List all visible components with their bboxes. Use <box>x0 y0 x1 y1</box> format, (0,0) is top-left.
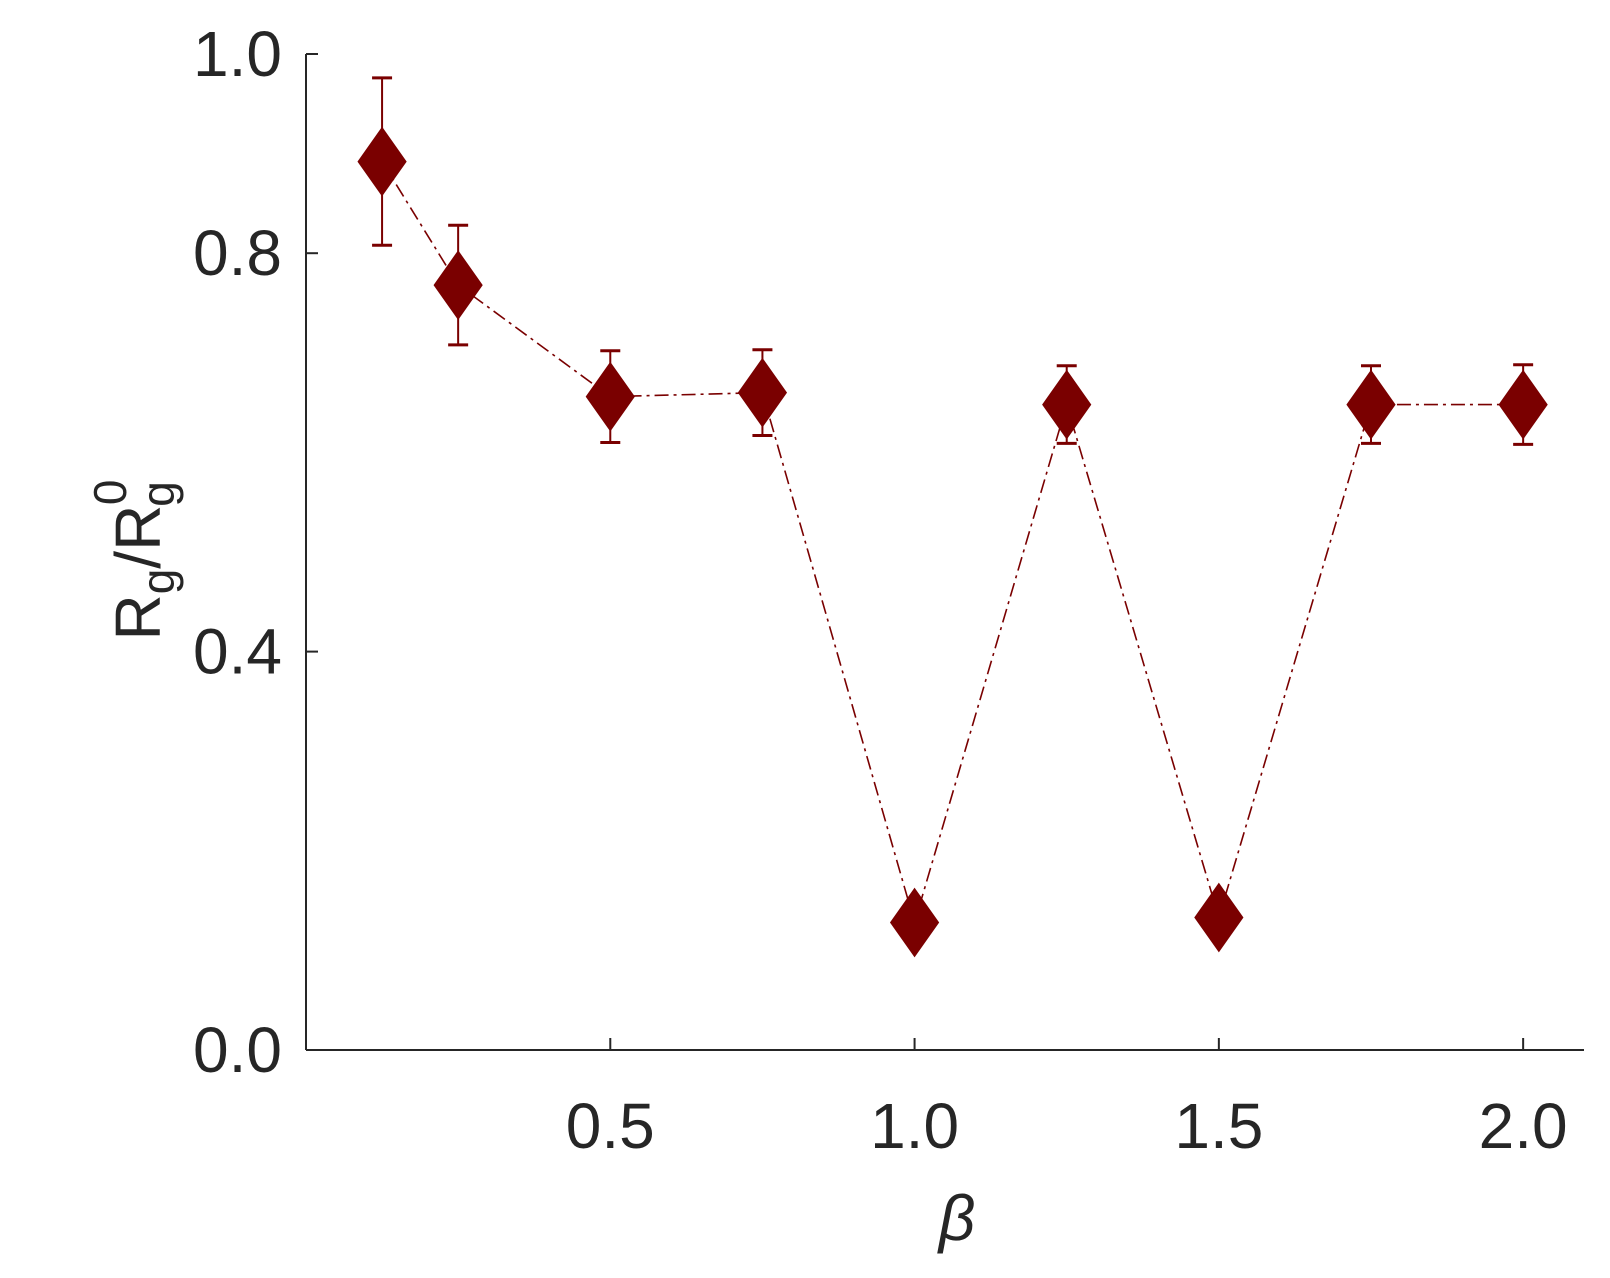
y-tick-label: 0.0 <box>193 1014 282 1086</box>
y-axis-title-sub1: g <box>132 569 184 595</box>
x-tick-label: 1.0 <box>870 1090 959 1162</box>
data-point <box>585 361 635 432</box>
data-point <box>1498 369 1548 440</box>
data-point <box>1042 369 1092 440</box>
axes <box>305 54 1584 1051</box>
x-axis-title: β <box>937 1182 976 1254</box>
plot-area <box>357 76 1548 958</box>
series-line <box>381 161 1524 926</box>
data-point <box>889 887 940 958</box>
y-axis-title-main: R <box>102 594 174 640</box>
y-axis-title-slash: /R <box>102 505 174 569</box>
x-tick-label: 0.5 <box>566 1090 655 1162</box>
x-tick-label: 2.0 <box>1479 1090 1568 1162</box>
y-axis-title: Rg/Rg0 <box>84 480 184 641</box>
y-tick-label: 0.8 <box>193 217 282 289</box>
data-point <box>737 357 788 428</box>
y-axis-title-sup2: 0 <box>84 480 136 506</box>
y-axis-title-sub2: g <box>132 481 184 507</box>
x-tick-label: 1.5 <box>1174 1090 1263 1162</box>
data-point <box>357 126 407 197</box>
y-tick-label: 1.0 <box>193 18 282 90</box>
data-point <box>433 250 483 320</box>
ticks: 0.0 0.4 0.8 1.0 0.5 1.0 1.5 2.0 <box>193 18 1568 1162</box>
data-point <box>1346 369 1396 440</box>
data-point <box>1194 882 1244 953</box>
y-tick-label: 0.4 <box>193 616 282 688</box>
